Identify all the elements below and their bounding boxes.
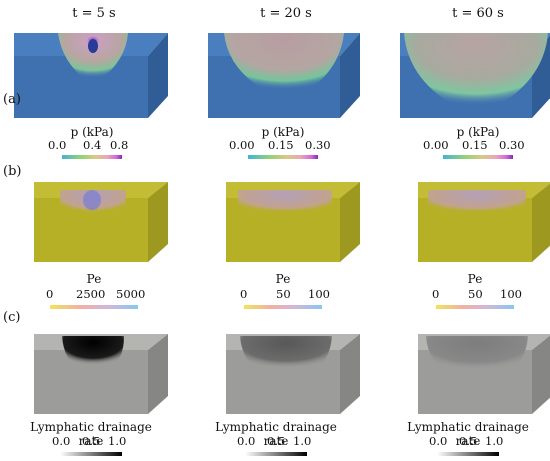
tick-pressure-t60-min: 0.00 — [423, 138, 449, 152]
tick-peclet-t5-max: 5000 — [116, 287, 146, 301]
row-label-c: (c) — [3, 310, 21, 325]
tick-pressure-t5-mid: 0.4 — [83, 138, 102, 152]
peclet-cube-t20 — [226, 182, 360, 262]
colorbar-title-drainage-t20: Lymphatic drainage rate — [215, 420, 337, 448]
tick-pressure-t60-max: 0.30 — [499, 138, 525, 152]
tick-drainage-t20-mid: 0.5 — [267, 434, 286, 448]
tick-drainage-t60-max: 1.0 — [485, 434, 504, 448]
colorbar-pressure-t20 — [248, 155, 318, 159]
tick-pressure-t20-mid: 0.15 — [268, 138, 294, 152]
tick-peclet-t60-max: 100 — [500, 287, 522, 301]
colorbar-title-pressure-t60: p (kPa) — [456, 125, 500, 139]
tick-pressure-t20-max: 0.30 — [305, 138, 331, 152]
tick-drainage-t20-min: 0.0 — [237, 434, 256, 448]
tick-drainage-t5-max: 1.0 — [108, 434, 127, 448]
colorbar-title-drainage-t60: Lymphatic drainage rate — [407, 420, 529, 448]
colorbar-drainage-t20 — [245, 452, 307, 456]
tick-peclet-t20-min: 0 — [240, 287, 248, 301]
colorbar-title-peclet-t20: Pe — [275, 272, 291, 286]
pressure-cube-t60 — [400, 33, 550, 118]
tick-pressure-t60-mid: 0.15 — [462, 138, 488, 152]
colorbar-title-peclet-t60: Pe — [467, 272, 483, 286]
colorbar-peclet-t5 — [50, 305, 138, 309]
time-label-col2: t = 20 s — [260, 6, 312, 21]
tick-peclet-t5-mid: 2500 — [76, 287, 106, 301]
row-label-a: (a) — [3, 92, 21, 107]
colorbar-peclet-t20 — [244, 305, 322, 309]
time-label-col3: t = 60 s — [452, 6, 504, 21]
tick-drainage-t60-min: 0.0 — [429, 434, 448, 448]
peclet-cube-t5 — [34, 182, 168, 262]
colorbar-title-drainage-t5: Lymphatic drainage rate — [30, 420, 152, 448]
drainage-cube-t5 — [34, 334, 168, 414]
tick-peclet-t20-mid: 50 — [276, 287, 291, 301]
tick-peclet-t5-min: 0 — [46, 287, 54, 301]
tick-drainage-t5-mid: 0.5 — [82, 434, 101, 448]
colorbar-pressure-t60 — [443, 155, 513, 159]
peclet-cube-t60 — [418, 182, 550, 262]
tick-pressure-t5-min: 0.0 — [48, 138, 67, 152]
tick-pressure-t5-max: 0.8 — [110, 138, 129, 152]
tick-peclet-t60-mid: 50 — [468, 287, 483, 301]
drainage-cube-t60 — [418, 334, 550, 414]
colorbar-title-peclet-t5: Pe — [86, 272, 102, 286]
row-label-b: (b) — [3, 164, 22, 179]
pressure-cube-t5 — [14, 33, 168, 118]
tick-peclet-t20-max: 100 — [308, 287, 330, 301]
colorbar-drainage-t60 — [437, 452, 499, 456]
colorbar-drainage-t5 — [60, 452, 122, 456]
time-label-col1: t = 5 s — [72, 6, 116, 21]
colorbar-peclet-t60 — [436, 305, 514, 309]
tick-drainage-t5-min: 0.0 — [52, 434, 71, 448]
tick-peclet-t60-min: 0 — [432, 287, 440, 301]
colorbar-title-pressure-t20: p (kPa) — [261, 125, 305, 139]
tick-drainage-t60-mid: 0.5 — [459, 434, 478, 448]
tick-drainage-t20-max: 1.0 — [293, 434, 312, 448]
colorbar-title-pressure-t5: p (kPa) — [70, 125, 114, 139]
drainage-cube-t20 — [226, 334, 360, 414]
pressure-cube-t20 — [208, 33, 360, 118]
colorbar-pressure-t5 — [62, 155, 122, 159]
tick-pressure-t20-min: 0.00 — [229, 138, 255, 152]
